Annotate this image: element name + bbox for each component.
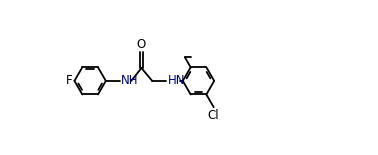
- Text: Cl: Cl: [208, 109, 220, 122]
- Text: F: F: [66, 74, 72, 87]
- Text: NH: NH: [121, 74, 138, 87]
- Text: HN: HN: [167, 74, 185, 87]
- Text: O: O: [137, 38, 146, 51]
